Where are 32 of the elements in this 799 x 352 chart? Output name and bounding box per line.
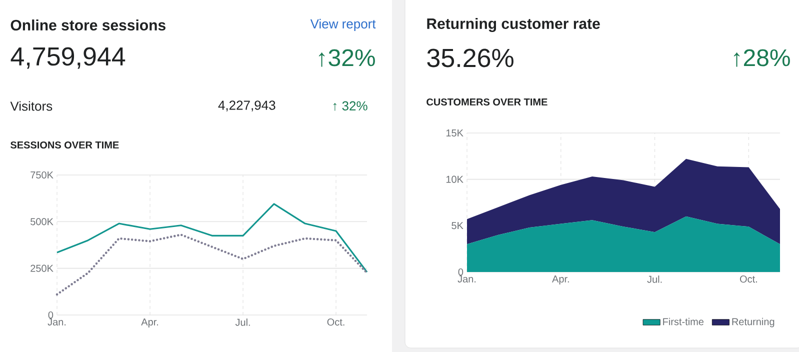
chart-subtitle: 35.26% bbox=[427, 48, 514, 68]
text: SESSIONS OVER TIME bbox=[10, 141, 119, 149]
y-tick-label: 15K bbox=[446, 129, 464, 136]
chart-title: Online store sessions bbox=[10, 19, 166, 30]
y-tick-label: 0 bbox=[458, 268, 464, 276]
text: Visitors bbox=[10, 101, 52, 111]
x-tick-label: Jan. bbox=[458, 276, 476, 282]
text: ↑32% bbox=[318, 49, 375, 67]
x-tick-label: Oct. bbox=[327, 318, 344, 326]
x-tick-label: Apr. bbox=[141, 318, 158, 328]
y-tick-label: 250K bbox=[30, 264, 54, 272]
text: View report bbox=[310, 18, 376, 32]
line-series bbox=[56, 234, 368, 296]
x-tick-label: Jul. bbox=[235, 318, 250, 326]
legend-label: Returning bbox=[732, 318, 774, 328]
y-tick-label: 5K bbox=[452, 222, 464, 230]
legend-label: First-time bbox=[663, 318, 704, 326]
chart-subtitle: 4,759,944 bbox=[10, 47, 126, 69]
y-tick-label: 0 bbox=[48, 311, 54, 319]
text: ↑28% bbox=[734, 49, 790, 67]
text: 4,227,943 bbox=[218, 100, 276, 112]
text: ↑ 32% bbox=[333, 101, 368, 111]
x-tick-label: Oct. bbox=[740, 276, 757, 283]
x-tick-label: Jan. bbox=[48, 318, 66, 326]
y-tick-label: 10K bbox=[446, 176, 464, 183]
y-tick-label: 500K bbox=[30, 218, 54, 226]
line-series bbox=[56, 203, 368, 273]
text: CUSTOMERS OVER TIME bbox=[426, 98, 548, 106]
y-tick-label: 750K bbox=[30, 171, 54, 179]
x-tick-label: Apr. bbox=[552, 276, 569, 284]
x-tick-label: Jul. bbox=[647, 276, 662, 283]
chart-title: Returning customer rate bbox=[427, 18, 600, 32]
